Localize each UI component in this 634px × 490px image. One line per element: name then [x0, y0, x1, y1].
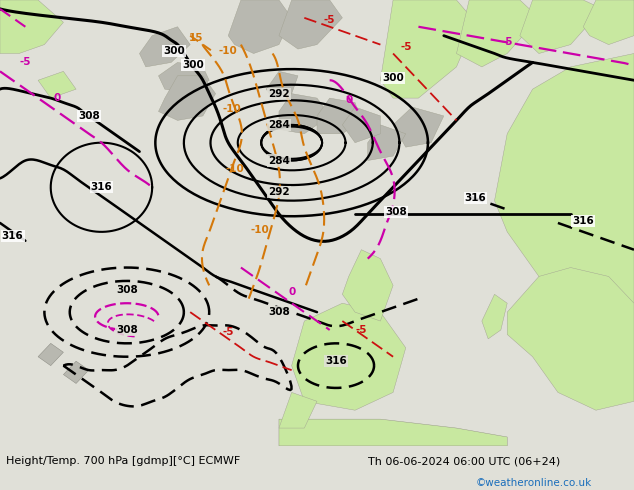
Text: 292: 292 [268, 89, 290, 98]
Polygon shape [342, 107, 380, 143]
Polygon shape [38, 72, 76, 98]
Polygon shape [317, 98, 361, 134]
Polygon shape [279, 392, 317, 428]
Text: -5: -5 [324, 15, 335, 25]
Text: 300: 300 [164, 46, 185, 56]
Text: -5: -5 [501, 37, 513, 48]
Text: 316: 316 [91, 182, 112, 192]
Polygon shape [158, 76, 216, 121]
Text: ©weatheronline.co.uk: ©weatheronline.co.uk [476, 478, 592, 489]
Polygon shape [507, 268, 634, 410]
Polygon shape [368, 125, 406, 161]
Text: -5: -5 [400, 42, 411, 52]
Text: 316: 316 [2, 231, 23, 242]
Polygon shape [0, 0, 63, 53]
Text: 292: 292 [268, 187, 290, 197]
Polygon shape [482, 294, 507, 339]
Text: 308: 308 [116, 325, 138, 335]
Text: -10: -10 [225, 165, 244, 174]
Text: -10: -10 [222, 104, 241, 114]
Text: 316: 316 [465, 194, 486, 203]
Text: 0: 0 [345, 96, 353, 105]
Polygon shape [520, 0, 602, 53]
Text: 308: 308 [268, 307, 290, 317]
Text: 316: 316 [573, 216, 594, 226]
Text: 308: 308 [78, 111, 100, 121]
Text: -10: -10 [219, 46, 238, 56]
Text: 0: 0 [53, 93, 61, 103]
Text: -10: -10 [250, 224, 269, 235]
Text: -5: -5 [223, 327, 234, 337]
Text: 284: 284 [268, 155, 290, 166]
Text: 308: 308 [385, 207, 407, 217]
Polygon shape [342, 250, 393, 321]
Polygon shape [495, 53, 634, 321]
Text: -5: -5 [20, 57, 31, 68]
Text: 300: 300 [183, 60, 204, 70]
Text: 300: 300 [382, 73, 404, 83]
Text: 284: 284 [268, 120, 290, 130]
Polygon shape [228, 0, 292, 53]
Text: Th 06-06-2024 06:00 UTC (06+24): Th 06-06-2024 06:00 UTC (06+24) [368, 456, 560, 466]
Polygon shape [266, 72, 298, 98]
Polygon shape [393, 107, 444, 147]
Polygon shape [158, 62, 209, 94]
Polygon shape [63, 361, 89, 384]
Polygon shape [279, 419, 507, 446]
Text: Height/Temp. 700 hPa [gdmp][°C] ECMWF: Height/Temp. 700 hPa [gdmp][°C] ECMWF [6, 456, 240, 466]
Polygon shape [583, 0, 634, 45]
Text: 308: 308 [116, 285, 138, 295]
Polygon shape [139, 27, 190, 67]
Polygon shape [279, 94, 330, 134]
Text: -5: -5 [356, 325, 367, 335]
Polygon shape [279, 0, 342, 49]
Polygon shape [456, 0, 539, 67]
Polygon shape [292, 303, 406, 410]
Text: 0: 0 [288, 287, 295, 297]
Polygon shape [380, 0, 476, 98]
Polygon shape [38, 343, 63, 366]
Text: 316: 316 [325, 356, 347, 366]
Text: 15: 15 [190, 33, 204, 43]
